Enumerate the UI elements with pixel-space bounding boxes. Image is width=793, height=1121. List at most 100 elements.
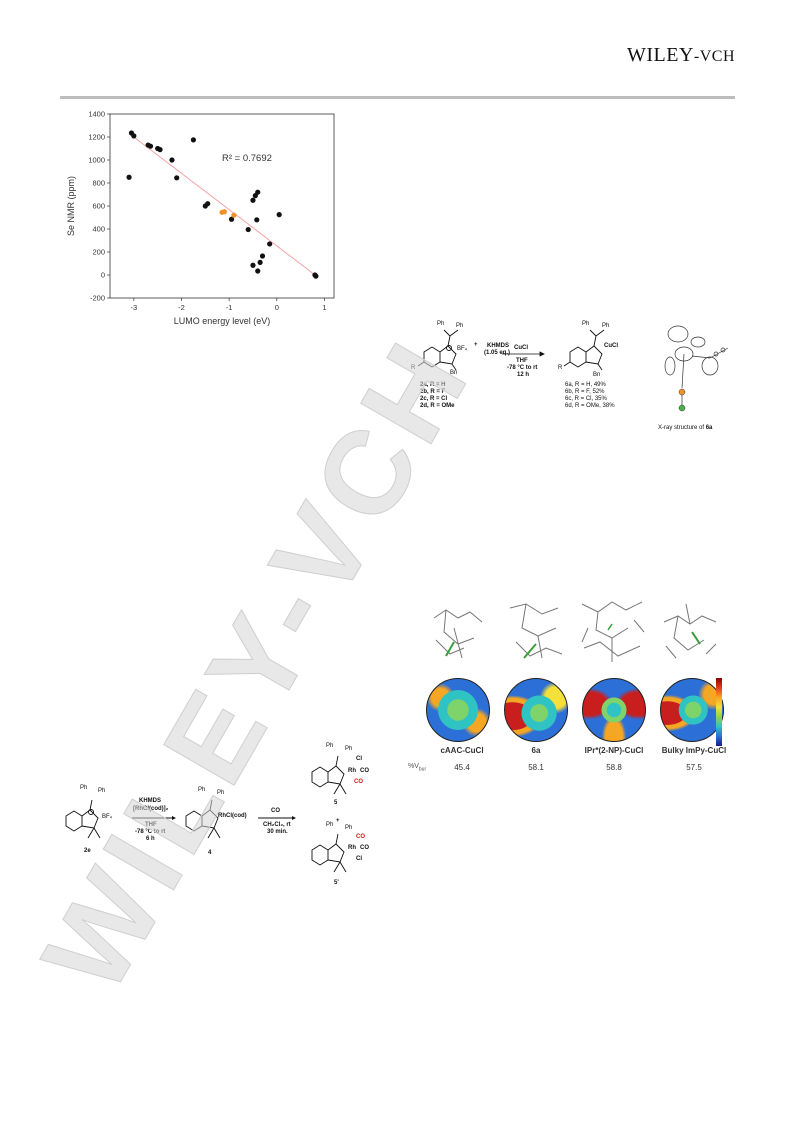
data-point: [131, 133, 137, 139]
reactant-2c: 2c, R = Cl: [420, 395, 448, 402]
product5p-co2: CO: [360, 845, 369, 851]
product-plus: +: [336, 818, 340, 824]
data-point: [205, 201, 211, 207]
vbur-value-3: 58.8: [606, 763, 622, 772]
mol-structure-1: [433, 609, 483, 659]
x-tick-label: 1: [322, 303, 326, 312]
base-eq-label: (1.05 eq.): [484, 350, 511, 356]
highlight-point: [231, 212, 237, 218]
vbur-label-sub: bur: [418, 766, 427, 773]
scheme-rh-synthesis: Ph Ph BF₄ 2e KHMDS [RhCl(cod)]₂ THF -78 …: [60, 738, 390, 908]
map-label-2: 6a: [531, 746, 541, 755]
product5-rh: Rh: [348, 768, 356, 774]
y-tick-label: 0: [101, 271, 105, 280]
product5-label: 5: [334, 800, 338, 806]
temp-label: -78 °C to rt: [507, 365, 538, 371]
y-tick-label: 1000: [88, 156, 105, 165]
steric-map-panel: cAAC-CuCl 6a IPr*(2-NP)-CuCl Bulky ImPy-…: [408, 598, 734, 784]
steric-map-colorbar: [716, 678, 722, 746]
xray-caption: X-ray structure of 6a: [658, 425, 712, 432]
data-point: [228, 216, 235, 222]
data-point: [250, 197, 256, 203]
product-cucl-label: CuCl: [604, 343, 618, 349]
data-point: [169, 157, 175, 163]
product-list: 6a, R = H, 49% 6b, R = F, 52% 6c, R = Cl…: [565, 382, 615, 410]
product5-ph2-label: Ph: [345, 746, 353, 752]
product5p-rh: Rh: [348, 845, 356, 851]
vbur-label-text: %V: [408, 763, 419, 770]
xray-caption-bold: 6a: [705, 425, 713, 431]
base-label: KHMDS: [487, 343, 509, 349]
reagent-khmds: KHMDS: [139, 798, 161, 804]
map-label-1: cAAC-CuCl: [440, 746, 484, 755]
data-point: [147, 143, 154, 149]
start-ph2-label: Ph: [98, 788, 106, 794]
product-6b: 6b, R = F, 52%: [565, 388, 605, 395]
publisher-suffix: -VCH: [693, 48, 735, 65]
product5-ph-label: Ph: [326, 743, 334, 749]
start-bf4-label: BF₄: [102, 814, 113, 820]
time-label-3: 30 min.: [267, 829, 288, 835]
co-reagent: CO: [271, 808, 280, 814]
reactant-ph-label: Ph: [437, 321, 445, 327]
y-tick-label: 200: [92, 248, 105, 257]
intermediate-group: RhCl(cod): [218, 813, 247, 819]
y-tick-label: -200: [90, 294, 105, 303]
product-bn-label: Bn: [593, 372, 601, 378]
solvent-dcm: CH₂Cl₂, rt: [263, 822, 291, 828]
y-tick-label: 800: [92, 179, 105, 188]
product-r-label: R: [558, 365, 563, 371]
steric-map-4: [660, 678, 724, 742]
data-point: [157, 147, 163, 153]
x-tick-label: -1: [226, 303, 233, 312]
product5p-label: 5': [334, 880, 339, 886]
data-point: [254, 217, 260, 223]
y-tick-label: 1200: [88, 133, 105, 142]
time-label-2: 6 h: [146, 836, 155, 842]
publisher-main: WILEY: [626, 44, 694, 66]
reactant-2a: 2a, R = H: [420, 382, 446, 388]
data-point: [267, 241, 273, 247]
reagent-rh: [RhCl(cod)]₂: [133, 806, 169, 812]
vbur-value-1: 45.4: [454, 763, 470, 772]
plus-sign: +: [474, 342, 478, 348]
scheme1-structures: [417, 325, 729, 412]
reactant-ph2-label: Ph: [456, 323, 464, 329]
product-6c: 6c, R = Cl, 35%: [565, 395, 607, 402]
reactant-list: 2a, R = H 2b, R = F 2c, R = Cl 2d, R = O…: [420, 382, 455, 410]
data-point: [255, 189, 261, 195]
steric-map-3: [582, 678, 646, 742]
product5p-ph-label: Ph: [326, 822, 334, 828]
product5-co1: CO: [360, 768, 369, 774]
solvent-label: THF: [516, 358, 528, 364]
vbur-row-label: %Vbur: [408, 763, 426, 772]
x-axis-label: LUMO energy level (eV): [174, 316, 271, 326]
x-tick-label: 0: [275, 303, 279, 312]
x-tick-label: -3: [130, 303, 137, 312]
product5p-ph2-label: Ph: [345, 825, 353, 831]
product5-cl: Cl: [356, 756, 362, 762]
product-6d: 6d, R = OMe, 38%: [565, 402, 615, 409]
intermediate-ph-label: Ph: [198, 787, 206, 793]
steric-map-1: [426, 678, 490, 742]
data-point: [313, 273, 319, 279]
map-label-3: IPr*(2-NP)-CuCl: [584, 746, 644, 755]
data-point: [257, 259, 263, 265]
mol-structure-2: [509, 603, 563, 659]
intermediate-label: 4: [208, 850, 212, 856]
product5-co2: CO: [354, 779, 363, 785]
temp-label-2: -78 °C to rt: [135, 829, 166, 835]
start-ph-label: Ph: [80, 785, 88, 791]
data-point: [276, 212, 282, 218]
vbur-value-4: 57.5: [686, 763, 702, 772]
data-point: [190, 137, 197, 143]
trend-line: [131, 134, 318, 278]
product-ph2-label: Ph: [602, 323, 610, 329]
reactant-r-label: R: [411, 365, 416, 371]
product-ph-label: Ph: [582, 321, 590, 327]
intermediate-ph2-label: Ph: [217, 790, 225, 796]
x-tick-label: -2: [178, 303, 185, 312]
data-point: [126, 174, 132, 180]
mol-structure-3: [581, 601, 645, 662]
data-point: [245, 226, 251, 233]
